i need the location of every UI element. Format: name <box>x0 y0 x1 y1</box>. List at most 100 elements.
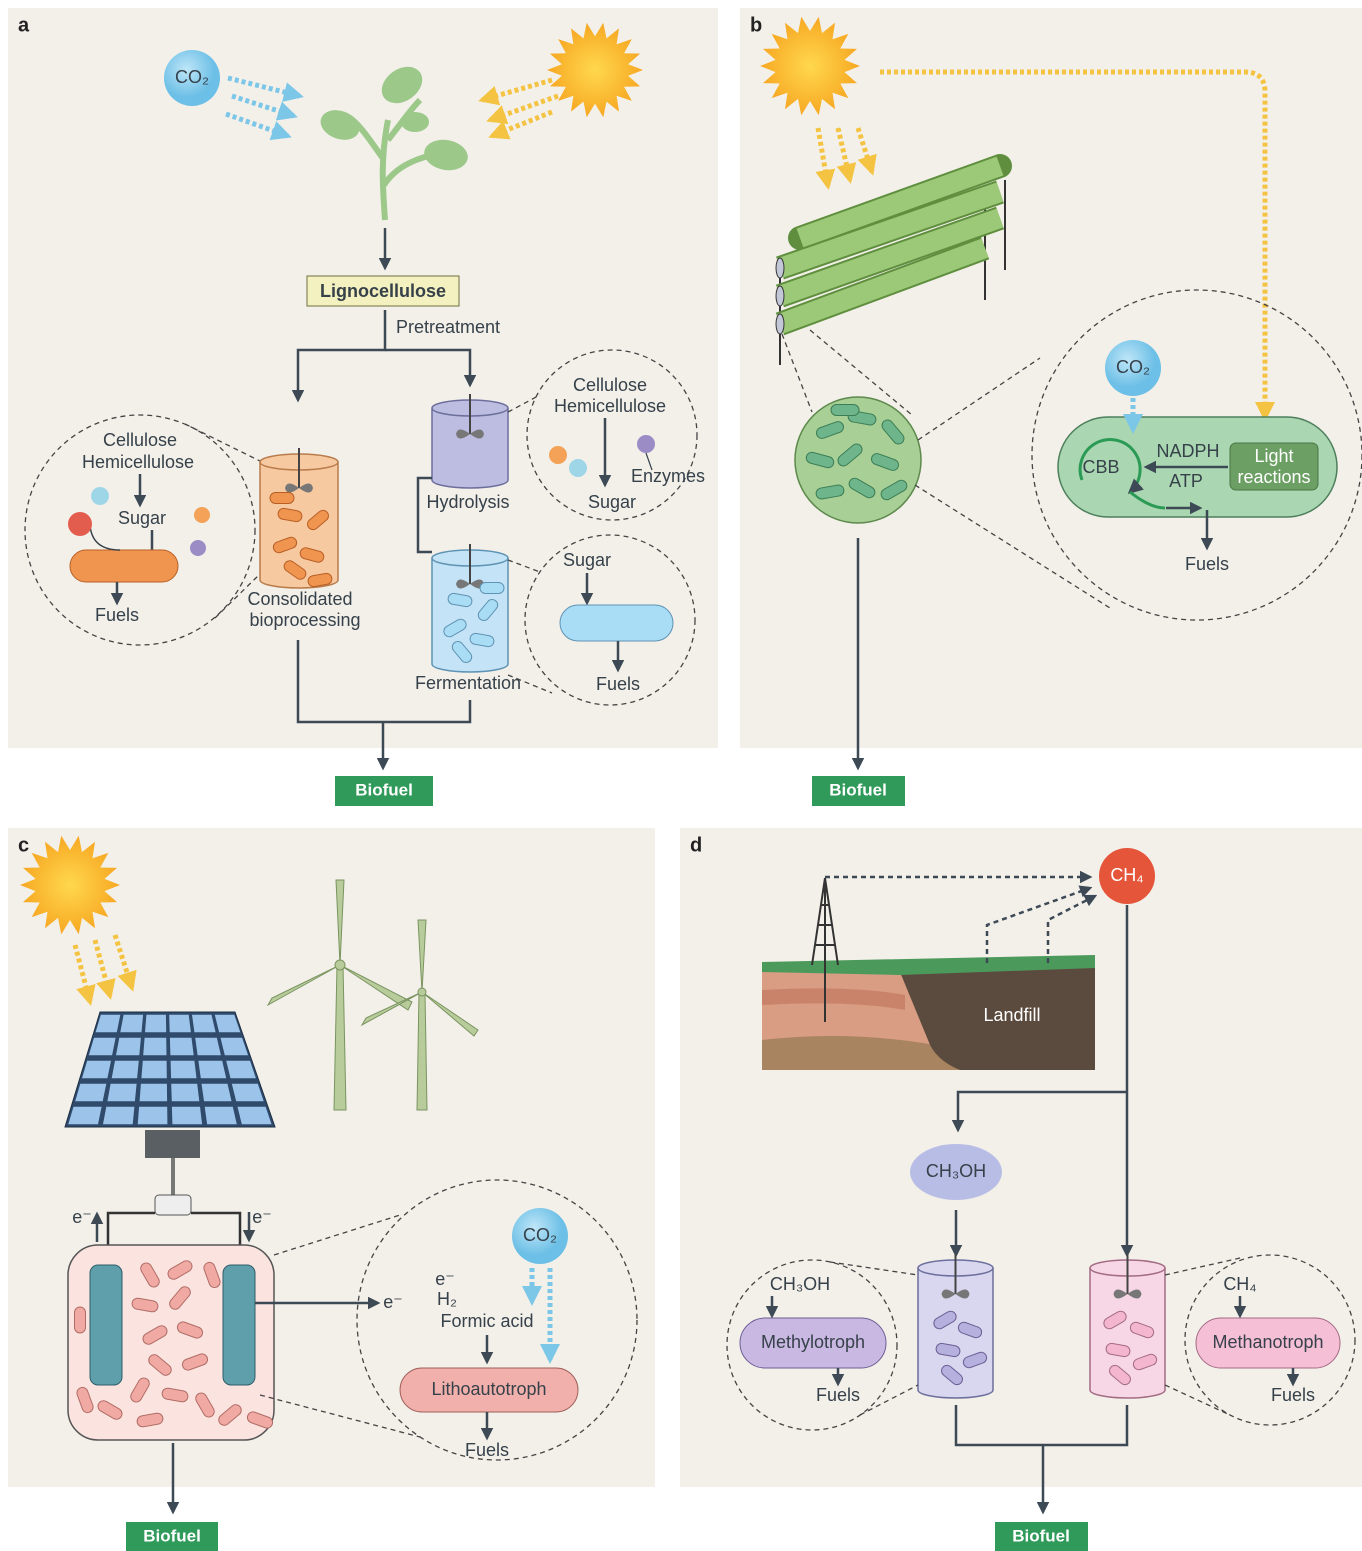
hydrolysis-label: Hydrolysis <box>426 492 509 512</box>
co2-label: CO₂ <box>523 1225 557 1245</box>
solar-cell <box>138 1107 168 1124</box>
cbp-label: bioprocessing <box>249 610 360 630</box>
photobioreactor-part <box>776 286 784 306</box>
electron-label: e⁻ <box>72 1207 92 1227</box>
solar-cell <box>238 1107 272 1124</box>
fuels-label: Fuels <box>816 1385 860 1405</box>
plant-part <box>401 112 429 132</box>
hydrolysis-reactor <box>432 394 508 488</box>
solar-cell <box>75 1084 106 1101</box>
biofuel-label: Biofuel <box>829 780 887 799</box>
substrate-label: Hemicellulose <box>82 452 194 472</box>
enzyme <box>194 507 210 523</box>
panel-label: c <box>18 834 29 856</box>
wind-turbines-part <box>418 988 426 996</box>
solar-cell <box>195 1038 221 1055</box>
fermentation-label: Fermentation <box>415 673 521 693</box>
substrate-label: Hemicellulose <box>554 396 666 416</box>
solar-cell <box>107 1084 136 1101</box>
solar-cell <box>202 1084 232 1101</box>
cbb-label: CBB <box>1082 457 1119 477</box>
sugar-label: Sugar <box>118 508 166 528</box>
solar-cell <box>171 1084 199 1101</box>
solar-cell <box>143 1038 166 1055</box>
nadph-label: NADPH <box>1156 441 1219 461</box>
lignocellulose-label: Lignocellulose <box>320 281 446 301</box>
cell <box>270 493 294 504</box>
methanol-label: CH₃OH <box>926 1161 986 1181</box>
photobioreactor-part <box>776 314 784 334</box>
cell <box>560 605 673 641</box>
donor-label: H₂ <box>437 1289 457 1309</box>
solar-cell <box>112 1061 139 1078</box>
donor-label: Formic acid <box>440 1311 533 1331</box>
landfill-label: Landfill <box>983 1005 1040 1025</box>
enzyme <box>190 540 206 556</box>
biofuel-label: Biofuel <box>143 1526 201 1545</box>
enzyme <box>549 446 567 464</box>
cell <box>480 583 504 594</box>
solar-cell <box>145 1015 166 1032</box>
substrate-label: CH₄ <box>1223 1274 1256 1294</box>
cbp-label: Consolidated <box>247 589 352 609</box>
co2-label: CO₂ <box>175 67 209 87</box>
organism-label: Methanotroph <box>1212 1332 1323 1352</box>
figure: a CO₂ Lignocellulose Pretreatment Cellul… <box>0 0 1362 1551</box>
photobioreactor-part <box>776 258 784 278</box>
cell <box>70 550 178 582</box>
fuels-label: Fuels <box>596 674 640 694</box>
donor-label: e⁻ <box>435 1269 455 1289</box>
sugar-label: Sugar <box>588 492 636 512</box>
biofuel-label: Biofuel <box>1012 1526 1070 1545</box>
enzyme <box>637 435 655 453</box>
fuels-label: Fuels <box>465 1440 509 1460</box>
enzymes-label: Enzymes <box>631 466 705 486</box>
solar-cell <box>171 1061 197 1078</box>
panel-label: b <box>750 14 762 36</box>
substrate-label: CH₃OH <box>770 1274 830 1294</box>
enzyme <box>569 459 587 477</box>
substrate-label: Cellulose <box>103 430 177 450</box>
solar-panel-part <box>155 1195 191 1215</box>
solar-cell <box>68 1107 101 1124</box>
fuels-label: Fuels <box>1271 1385 1315 1405</box>
biofuel-label: Biofuel <box>355 780 413 799</box>
solar-cell <box>172 1107 202 1124</box>
solar-cell <box>170 1038 194 1055</box>
panel-label: a <box>18 14 30 36</box>
electron-label: e⁻ <box>383 1292 403 1312</box>
solar-panel-part <box>145 1130 200 1158</box>
solar-cell <box>103 1107 134 1124</box>
solar-cell <box>205 1107 237 1124</box>
wind-turbines-part <box>417 992 427 1110</box>
wind-turbines-part <box>335 960 345 970</box>
solar-cell <box>140 1084 168 1101</box>
solar-cell <box>169 1015 191 1032</box>
panel-d-bg <box>680 828 1362 1487</box>
co2-label: CO₂ <box>1116 357 1150 377</box>
electrode <box>223 1265 255 1385</box>
fuels-label: Fuels <box>1185 554 1229 574</box>
atp-label: ATP <box>1169 471 1203 491</box>
panel-label: d <box>690 834 702 856</box>
substrate-label: Cellulose <box>573 375 647 395</box>
solar-cell <box>116 1038 141 1055</box>
solar-cell <box>120 1015 143 1032</box>
light-reactions-label: Light <box>1254 446 1293 466</box>
electrode <box>90 1265 122 1385</box>
cell <box>75 1307 86 1333</box>
solar-cell <box>198 1061 226 1078</box>
enzyme <box>91 487 109 505</box>
enzyme <box>68 512 92 536</box>
pretreatment-label: Pretreatment <box>396 317 500 337</box>
electron-label: e⁻ <box>252 1207 272 1227</box>
organism-label: Lithoautotroph <box>431 1379 546 1399</box>
ch4-label: CH₄ <box>1110 865 1143 885</box>
solar-cell <box>192 1015 216 1032</box>
organism-label: Methylotroph <box>761 1332 865 1352</box>
light-reactions-label: reactions <box>1237 467 1310 487</box>
solar-cell <box>141 1061 166 1078</box>
fuels-label: Fuels <box>95 605 139 625</box>
cell <box>831 405 859 416</box>
sugar-label: Sugar <box>563 550 611 570</box>
